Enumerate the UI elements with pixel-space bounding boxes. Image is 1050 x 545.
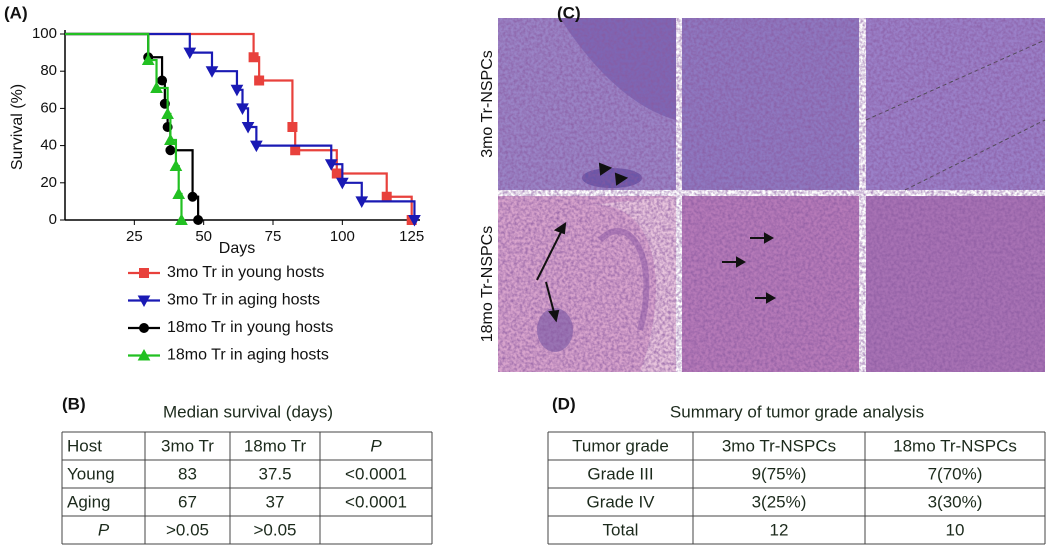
x-tick-label: 50 [195, 228, 212, 245]
marker [193, 215, 204, 225]
table-cell: >0.05 [253, 520, 296, 539]
marker [230, 84, 244, 97]
marker [250, 140, 263, 153]
marker [183, 47, 197, 60]
marker [164, 133, 177, 146]
table-cell: Grade III [587, 464, 653, 483]
marker [169, 159, 183, 172]
marker [287, 122, 298, 132]
table-cell: Grade IV [586, 492, 655, 511]
marker [335, 177, 349, 190]
panel-label: (A) [4, 3, 28, 22]
x-tick-label: 100 [330, 228, 355, 245]
table-cell: 37.5 [258, 464, 291, 483]
marker [139, 323, 149, 333]
legend-label: 18mo Tr in aging hosts [167, 347, 329, 364]
marker [165, 145, 176, 156]
marker [355, 196, 369, 208]
table-cell: 18mo Tr-NSPCs [893, 436, 1017, 455]
x-tick-label: 75 [265, 228, 282, 245]
marker [141, 53, 155, 66]
table-cell: 3(30%) [928, 492, 983, 511]
table-title: Median survival (days) [163, 402, 333, 421]
marker [137, 348, 151, 361]
legend-label: 3mo Tr in young hosts [167, 264, 324, 281]
table-cell: Young [67, 464, 115, 483]
table-cell: 3mo Tr [161, 436, 214, 455]
panel-label: (D) [552, 394, 576, 413]
marker [161, 107, 174, 119]
table-cell: P [370, 436, 382, 455]
marker [248, 52, 259, 63]
marker [175, 213, 188, 225]
survival-curve [65, 32, 416, 220]
marker [254, 75, 265, 86]
y-tick-label: 60 [40, 99, 57, 116]
table-cell: 67 [178, 492, 197, 511]
row-label: 18mo Tr-NSPCs [479, 226, 496, 342]
table-cell: Total [603, 520, 639, 539]
y-tick-label: 100 [32, 25, 57, 42]
marker [324, 159, 338, 171]
table-cell: 83 [178, 464, 197, 483]
marker [241, 122, 255, 134]
marker [150, 81, 163, 93]
table-cell: Host [67, 436, 102, 455]
table-cell: 7(70%) [928, 464, 983, 483]
marker [381, 191, 392, 202]
table-title: Summary of tumor grade analysis [670, 402, 924, 421]
table-cell: Aging [67, 492, 110, 511]
marker [139, 268, 149, 278]
marker [331, 168, 342, 179]
table-cell: 18mo Tr [244, 436, 307, 455]
y-tick-label: 80 [40, 62, 57, 79]
marker [205, 66, 219, 78]
table-cell: 3mo Tr-NSPCs [722, 436, 836, 455]
table-cell: Tumor grade [572, 436, 669, 455]
marker [290, 145, 301, 156]
legend-label: 18mo Tr in young hosts [167, 319, 333, 336]
marker [236, 103, 249, 115]
table-cell: 12 [770, 520, 789, 539]
marker [157, 75, 168, 86]
marker [187, 191, 198, 202]
table-cell: 9(75%) [752, 464, 807, 483]
panel-label: (C) [557, 3, 581, 22]
table-cell: >0.05 [166, 520, 209, 539]
marker [172, 187, 186, 199]
table-cell: 3(25%) [752, 492, 807, 511]
legend-label: 3mo Tr in aging hosts [167, 292, 320, 309]
marker [408, 215, 421, 227]
x-tick-label: 125 [399, 228, 424, 245]
y-tick-label: 40 [40, 137, 57, 154]
x-axis-label: Days [219, 240, 255, 257]
survival-curve [65, 32, 413, 220]
marker [137, 295, 151, 308]
y-tick-label: 0 [49, 211, 57, 228]
table-cell: 10 [946, 520, 965, 539]
table-cell: <0.0001 [345, 492, 407, 511]
histology-images [498, 18, 1046, 372]
row-label: 3mo Tr-NSPCs [479, 50, 496, 158]
y-axis-label: Survival (%) [9, 84, 26, 170]
x-tick-label: 25 [126, 228, 143, 245]
y-tick-label: 20 [40, 174, 57, 191]
table-cell: 37 [266, 492, 285, 511]
table-cell: P [98, 520, 110, 539]
table-cell: <0.0001 [345, 464, 407, 483]
panel-label: (B) [62, 394, 86, 413]
